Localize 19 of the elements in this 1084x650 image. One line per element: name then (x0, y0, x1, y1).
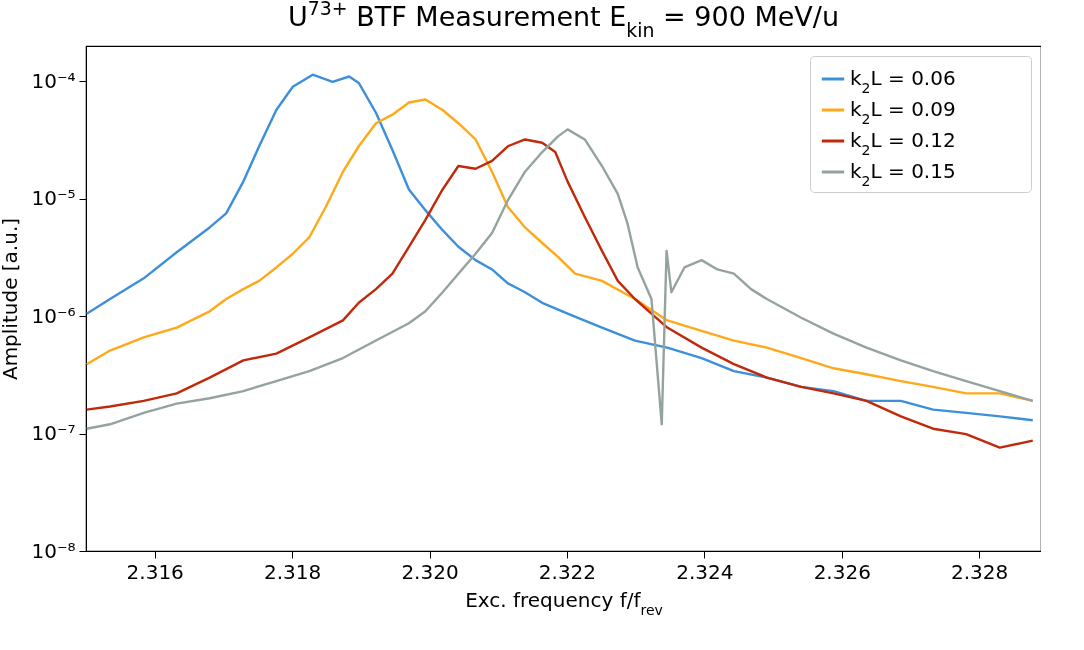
legend-label: k$_{2}$L = 0.09 (850, 97, 956, 127)
chart-title: U$^{73+}$ BTF Measurement E$_{kin}$ = 900 MeV/u (287, 0, 840, 41)
y-tick-label: 10⁻⁷ (31, 421, 76, 446)
x-tick-label: 2.320 (401, 559, 459, 584)
x-tick-label: 2.318 (263, 559, 322, 584)
y-tick-label: 10⁻⁶ (31, 303, 76, 328)
legend-label: k$_{2}$L = 0.12 (850, 128, 956, 158)
y-tick-label: 10⁻⁴ (31, 68, 76, 93)
x-tick-label: 2.322 (538, 559, 597, 584)
legend-label: k$_{2}$L = 0.06 (850, 66, 956, 96)
x-tick-label: 2.324 (676, 559, 734, 584)
x-tick-label: 2.328 (951, 559, 1009, 584)
y-tick-label: 10⁻⁵ (31, 186, 76, 211)
x-axis-title: Exc. frequency f/f$_{rev}$ (465, 587, 663, 618)
legend-label: k$_{2}$L = 0.15 (850, 159, 956, 189)
y-axis-title: Amplitude [a.u.] (0, 217, 23, 381)
y-tick-label: 10⁻⁸ (31, 538, 76, 563)
x-tick-label: 2.316 (126, 559, 184, 584)
x-tick-label: 2.326 (813, 559, 871, 584)
